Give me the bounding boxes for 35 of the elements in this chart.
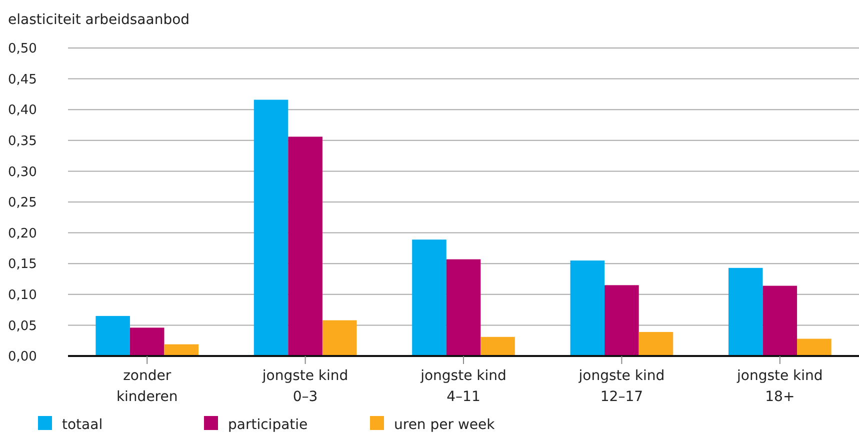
bar [288, 136, 322, 356]
legend-label: uren per week [394, 417, 496, 433]
y-tick-label: 0,30 [8, 164, 37, 180]
y-tick-label: 0,45 [8, 72, 37, 88]
bar [480, 336, 515, 356]
bar [446, 259, 481, 356]
y-tick-label: 0,10 [8, 288, 37, 303]
y-tick-label: 0,25 [8, 196, 37, 211]
bar [164, 344, 199, 356]
y-tick-label: 0,00 [8, 350, 37, 365]
bar [728, 268, 763, 356]
bar [638, 332, 674, 356]
y-tick-label: 0,15 [8, 257, 37, 272]
y-tick-label: 0,35 [8, 134, 37, 149]
y-tick-label: 0,50 [8, 42, 37, 57]
legend-label: participatie [228, 417, 308, 433]
x-tick-label: jongste kind 4–11 [420, 368, 506, 405]
bar [254, 100, 288, 356]
legend-label: totaal [62, 417, 103, 433]
x-tick-label: jongste kind 0–3 [261, 368, 348, 405]
bar [130, 328, 164, 356]
x-tick-label: jongste kind 12–17 [578, 368, 665, 405]
x-tick-label: jongste kind 18+ [736, 368, 823, 405]
y-tick-label: 0,40 [8, 103, 37, 118]
bar [322, 320, 357, 356]
y-tick-label: 0,05 [8, 318, 37, 334]
bar [96, 316, 130, 356]
bar [412, 240, 446, 356]
bar [762, 286, 798, 356]
bar [797, 338, 832, 356]
x-tick-label: zonder kinderen [116, 368, 178, 405]
y-axis-title: elasticiteit arbeidsaanbod [8, 12, 190, 28]
bar [604, 285, 639, 356]
bar [570, 260, 605, 356]
y-tick-label: 0,20 [8, 226, 37, 242]
